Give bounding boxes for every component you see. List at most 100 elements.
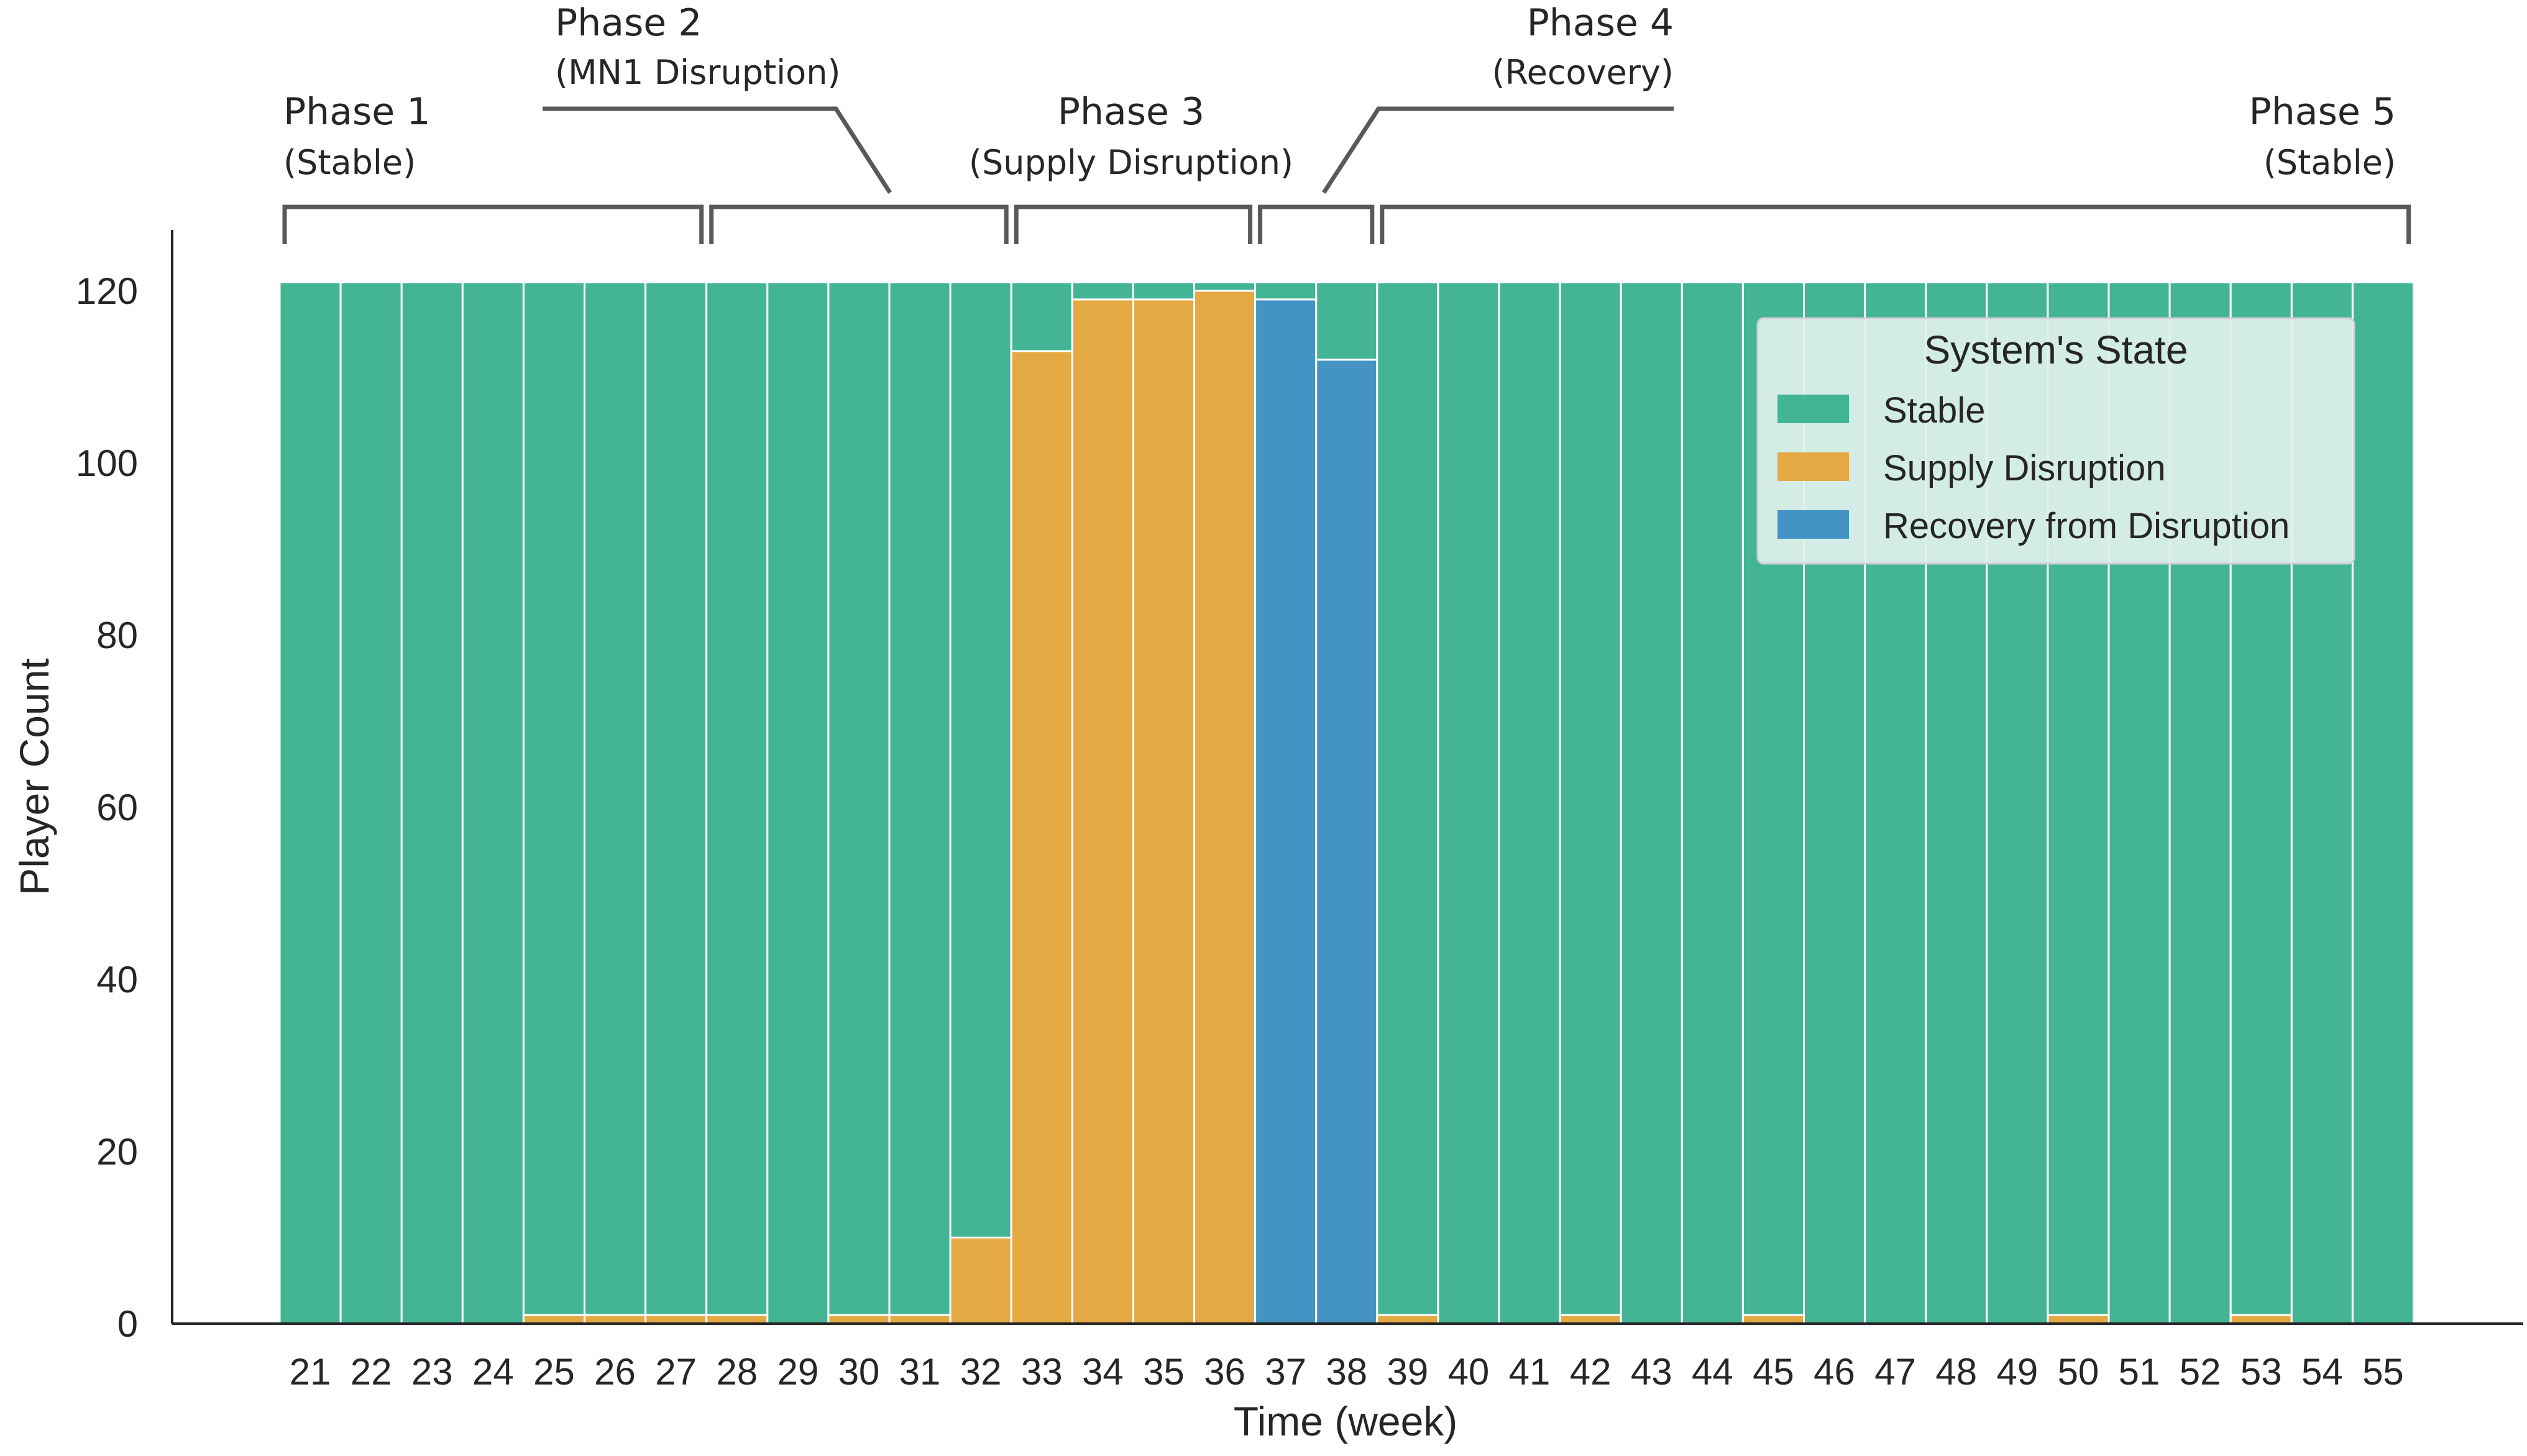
y-tick-label: 120 bbox=[76, 270, 138, 312]
bar-supply-disruption-week-27 bbox=[644, 1314, 708, 1325]
x-tick-label: 39 bbox=[1387, 1351, 1428, 1393]
x-tick-label: 28 bbox=[716, 1351, 758, 1393]
bar-stable-week-42 bbox=[1559, 281, 1622, 1316]
x-tick-label: 35 bbox=[1143, 1351, 1185, 1393]
phase-subtitle: (Supply Disruption) bbox=[969, 143, 1293, 182]
bar-stable-week-24 bbox=[461, 281, 525, 1325]
bar-stable-week-27 bbox=[644, 281, 708, 1316]
legend-swatch bbox=[1777, 395, 1849, 423]
bar-stable-week-43 bbox=[1620, 281, 1683, 1325]
phase-subtitle: (Recovery) bbox=[1492, 53, 1674, 92]
x-tick-label: 52 bbox=[2180, 1351, 2221, 1393]
y-axis-title: Player Count bbox=[11, 658, 57, 895]
x-tick-label: 31 bbox=[899, 1351, 941, 1393]
phase-bracket bbox=[1014, 204, 1253, 244]
x-tick-labels: 21 22 23 24 25 26 27 28 29 30 31 32 33 34 35 36 37 38 39 40… bbox=[290, 1351, 2404, 1393]
phase-leader-line bbox=[1322, 106, 1674, 194]
y-tick-labels: 0 20 40 60 80 100 120 bbox=[76, 270, 138, 1345]
bar-stable-week-23 bbox=[400, 281, 464, 1325]
y-tick-label: 40 bbox=[96, 959, 138, 1000]
x-tick-label: 46 bbox=[1814, 1351, 1855, 1393]
y-tick-label: 80 bbox=[96, 615, 138, 656]
bar-supply-disruption-week-39 bbox=[1376, 1314, 1439, 1325]
bar-supply-disruption-week-31 bbox=[888, 1314, 952, 1325]
bar-supply-disruption-week-33 bbox=[1010, 350, 1073, 1325]
bar-supply-disruption-week-30 bbox=[827, 1314, 891, 1325]
bar-supply-disruption-week-35 bbox=[1132, 298, 1196, 1325]
y-tick-label: 60 bbox=[96, 787, 138, 828]
phase-title: Phase 2 bbox=[555, 1, 702, 45]
bar-stable-week-34 bbox=[1071, 281, 1134, 301]
phase-annotations: Phase 1 (Stable) Phase 2 (MN1 Disruption) Ph… bbox=[282, 1, 2411, 244]
x-tick-label: 45 bbox=[1753, 1351, 1794, 1393]
x-tick-label: 38 bbox=[1326, 1351, 1367, 1393]
legend-swatch bbox=[1777, 510, 1849, 539]
bar-supply-disruption-week-50 bbox=[2047, 1314, 2110, 1325]
phase-title: Phase 3 bbox=[1058, 90, 1204, 134]
x-tick-label: 24 bbox=[472, 1351, 514, 1393]
x-tick-label: 50 bbox=[2058, 1351, 2099, 1393]
x-tick-label: 23 bbox=[411, 1351, 453, 1393]
bar-stable-week-41 bbox=[1498, 281, 1561, 1325]
bar-stable-week-30 bbox=[827, 281, 891, 1316]
bar-recovery-from-disruption-week-38 bbox=[1315, 359, 1378, 1325]
bar-stable-week-25 bbox=[522, 281, 586, 1316]
bar-recovery-from-disruption-week-37 bbox=[1254, 298, 1318, 1325]
x-tick-label: 37 bbox=[1265, 1351, 1306, 1393]
x-tick-label: 32 bbox=[960, 1351, 1002, 1393]
x-tick-label: 41 bbox=[1509, 1351, 1551, 1393]
x-axis-title: Time (week) bbox=[1234, 1398, 1458, 1444]
phase-bracket bbox=[1380, 204, 2411, 244]
y-tick-label: 20 bbox=[96, 1131, 138, 1173]
x-tick-label: 21 bbox=[290, 1351, 331, 1393]
phase-subtitle: (Stable) bbox=[2263, 143, 2396, 182]
bar-supply-disruption-week-45 bbox=[1741, 1314, 1805, 1325]
bar-supply-disruption-week-32 bbox=[949, 1237, 1012, 1325]
bar-supply-disruption-week-53 bbox=[2229, 1314, 2293, 1325]
bar-stable-week-39 bbox=[1376, 281, 1439, 1316]
legend: System's State Stable Supply Disruption Re… bbox=[1756, 317, 2355, 565]
phase-subtitle: (Stable) bbox=[283, 143, 416, 182]
x-tick-label: 43 bbox=[1631, 1351, 1672, 1393]
phase-leader-line bbox=[543, 106, 892, 194]
x-tick-label: 51 bbox=[2119, 1351, 2160, 1393]
bar-stable-week-35 bbox=[1132, 281, 1196, 301]
bar-stable-week-44 bbox=[1681, 281, 1744, 1325]
x-tick-label: 55 bbox=[2362, 1351, 2404, 1393]
phase-bracket bbox=[1258, 204, 1375, 244]
y-tick-label: 100 bbox=[76, 442, 138, 484]
x-tick-label: 47 bbox=[1874, 1351, 1916, 1393]
x-tick-label: 49 bbox=[1996, 1351, 2038, 1393]
legend-label: Supply Disruption bbox=[1883, 448, 2166, 488]
x-tick-label: 53 bbox=[2240, 1351, 2282, 1393]
bar-stable-week-33 bbox=[1010, 281, 1073, 352]
bar-stable-week-37 bbox=[1254, 281, 1318, 301]
x-tick-label: 40 bbox=[1448, 1351, 1490, 1393]
legend-label: Stable bbox=[1883, 390, 1985, 431]
x-tick-label: 34 bbox=[1082, 1351, 1124, 1393]
y-tick-label: 0 bbox=[117, 1303, 138, 1345]
bar-stable-week-36 bbox=[1193, 281, 1257, 292]
phase-bracket bbox=[282, 204, 704, 244]
phase-title: Phase 5 bbox=[2249, 90, 2396, 134]
x-tick-label: 27 bbox=[655, 1351, 697, 1393]
x-tick-label: 33 bbox=[1021, 1351, 1063, 1393]
legend-swatch bbox=[1777, 452, 1849, 481]
legend-frame bbox=[1756, 317, 2355, 565]
x-tick-label: 48 bbox=[1935, 1351, 1977, 1393]
x-tick-label: 44 bbox=[1692, 1351, 1733, 1393]
bar-stable-week-40 bbox=[1437, 281, 1500, 1325]
bar-stable-week-28 bbox=[705, 281, 769, 1316]
x-tick-label: 26 bbox=[594, 1351, 636, 1393]
phase-title: Phase 4 bbox=[1527, 1, 1674, 45]
phase-subtitle: (MN1 Disruption) bbox=[555, 53, 841, 92]
bar-supply-disruption-week-28 bbox=[705, 1314, 769, 1325]
bar-supply-disruption-week-25 bbox=[522, 1314, 586, 1325]
bar-stable-week-32 bbox=[949, 281, 1012, 1239]
bar-stable-week-31 bbox=[888, 281, 952, 1316]
bar-supply-disruption-week-36 bbox=[1193, 290, 1257, 1325]
x-tick-label: 30 bbox=[838, 1351, 880, 1393]
bar-stable-week-22 bbox=[339, 281, 403, 1325]
phase-bracket bbox=[709, 204, 1009, 244]
